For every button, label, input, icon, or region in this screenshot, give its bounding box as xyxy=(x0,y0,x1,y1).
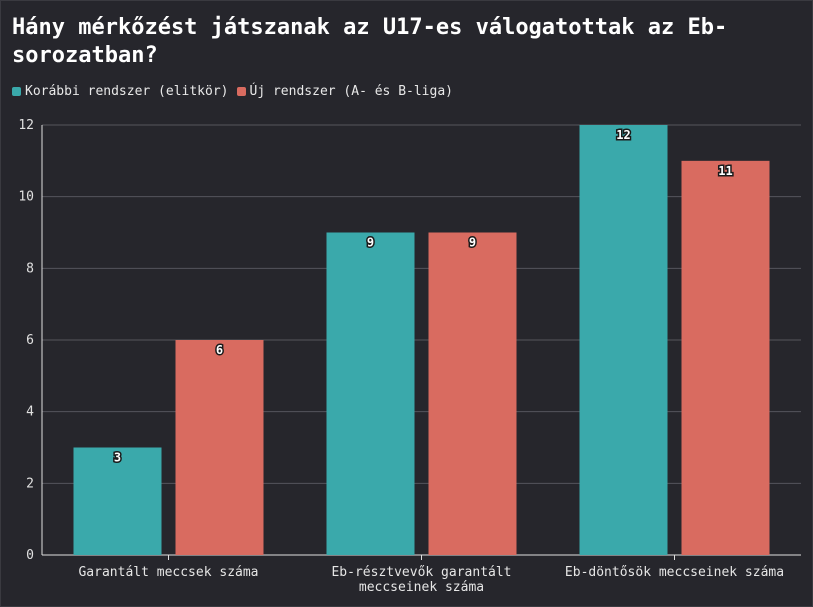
bar xyxy=(428,232,517,555)
data-label: 12 xyxy=(616,128,630,142)
x-category-label: Eb-résztvevők garantált meccseinek száma xyxy=(331,565,511,595)
y-tick-label: 12 xyxy=(18,118,34,133)
data-label: 6 xyxy=(216,343,223,357)
x-category-label: Garantált meccsek száma xyxy=(78,565,258,580)
data-label: 11 xyxy=(718,164,732,178)
bar xyxy=(73,447,162,555)
legend-item-new-system[interactable]: Új rendszer (A- és B-liga) xyxy=(236,84,454,99)
chart-title: Hány mérkőzést játszanak az U17-es válog… xyxy=(12,15,728,68)
x-category-label: Eb-döntősök meccseinek száma xyxy=(565,565,784,580)
legend: Korábbi rendszer (elitkör) Új rendszer (… xyxy=(12,84,453,99)
data-label: 9 xyxy=(367,236,374,250)
data-label: 9 xyxy=(469,236,476,250)
y-tick-label: 0 xyxy=(26,548,34,563)
legend-swatch-old-system xyxy=(12,87,21,96)
bar xyxy=(326,232,415,555)
y-tick-label: 10 xyxy=(18,190,34,205)
y-tick-label: 6 xyxy=(26,333,34,348)
y-tick-label: 4 xyxy=(26,405,34,420)
legend-label-new-system: Új rendszer (A- és B-liga) xyxy=(249,84,454,99)
data-label: 3 xyxy=(114,451,121,465)
legend-label-old-system: Korábbi rendszer (elitkör) xyxy=(25,84,229,99)
y-tick-label: 8 xyxy=(26,261,34,276)
legend-swatch-new-system xyxy=(236,87,246,96)
y-tick-label: 2 xyxy=(26,476,34,491)
bar xyxy=(579,125,668,555)
bar xyxy=(175,340,264,555)
legend-item-old-system[interactable]: Korábbi rendszer (elitkör) xyxy=(12,84,229,99)
bar xyxy=(681,160,770,556)
